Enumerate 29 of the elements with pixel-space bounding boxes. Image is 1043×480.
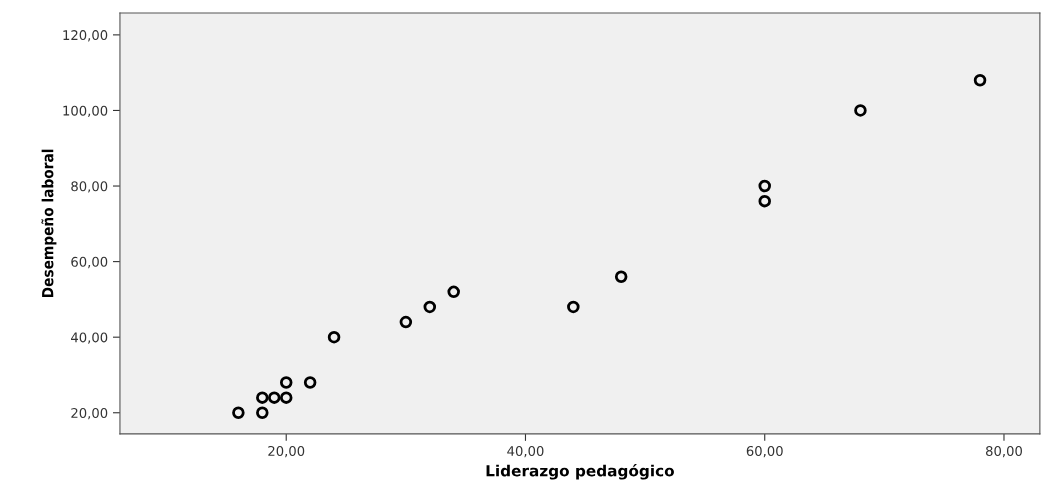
- x-axis-title: Liderazgo pedagógico: [486, 464, 674, 480]
- point: [758, 194, 771, 208]
- point: [854, 104, 867, 117]
- point: [567, 300, 580, 314]
- point: [758, 179, 771, 193]
- point: [399, 315, 413, 329]
- point: [256, 406, 269, 420]
- point: [279, 391, 293, 404]
- x-tick-label: 40,00: [507, 445, 544, 458]
- point: [232, 406, 245, 420]
- x-tick-label: 60,00: [746, 445, 783, 458]
- y-tick-label: 60,00: [71, 256, 108, 269]
- point: [423, 300, 437, 314]
- y-tick-label: 120,00: [63, 30, 108, 42]
- x-tick-label: 20,00: [268, 445, 305, 458]
- point: [256, 391, 269, 404]
- point: [614, 270, 628, 283]
- point: [303, 376, 317, 389]
- point: [447, 285, 460, 299]
- y-tick-label: 80,00: [71, 181, 108, 193]
- y-tick-label: 40,00: [71, 332, 108, 344]
- y-axis-title: Desempeño laboral: [41, 149, 57, 298]
- point: [973, 73, 987, 87]
- x-tick-label: 80,00: [985, 445, 1022, 458]
- y-tick-label: 100,00: [63, 105, 108, 117]
- point: [327, 330, 341, 344]
- y-tick-label: 20,00: [71, 407, 108, 420]
- point: [268, 391, 281, 404]
- point: [279, 376, 293, 389]
